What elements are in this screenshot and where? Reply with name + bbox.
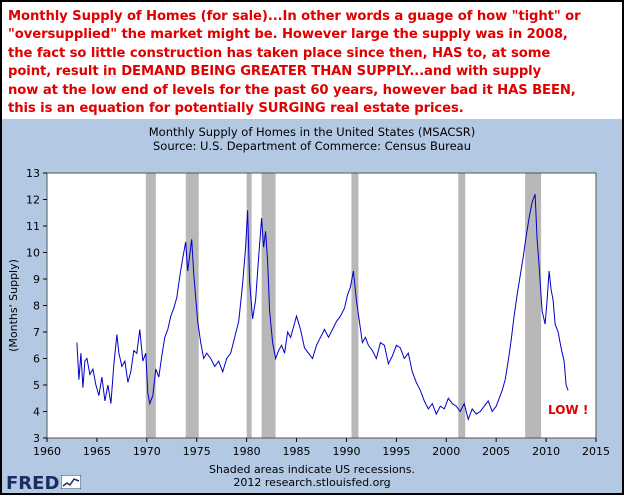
x-tick-label: 1995 bbox=[382, 445, 410, 458]
y-tick-label: 8 bbox=[33, 300, 40, 313]
x-tick-label: 1980 bbox=[233, 445, 261, 458]
recession-band bbox=[525, 173, 542, 438]
headline-annotation: Monthly Supply of Homes (for sale)...In … bbox=[8, 8, 614, 118]
headline-line: the fact so little construction has take… bbox=[8, 45, 551, 61]
fred-logo: FRED bbox=[6, 473, 82, 494]
chart-title: Monthly Supply of Homes in the United St… bbox=[148, 125, 476, 139]
recession-band bbox=[458, 173, 466, 438]
headline-line: now at the low end of levels for the pas… bbox=[8, 82, 576, 98]
y-tick-label: 4 bbox=[33, 406, 40, 419]
y-axis-label: (Months' Supply) bbox=[7, 259, 20, 352]
recession-note: Shaded areas indicate US recessions. bbox=[209, 463, 415, 476]
y-tick-label: 6 bbox=[33, 353, 40, 366]
headline-line: Monthly Supply of Homes (for sale)...In … bbox=[8, 9, 581, 24]
low-annotation: LOW ! bbox=[548, 403, 589, 417]
x-tick-label: 1965 bbox=[83, 445, 111, 458]
y-tick-label: 9 bbox=[33, 273, 40, 286]
recession-band bbox=[145, 173, 156, 438]
chart-title-block: Monthly Supply of Homes in the United St… bbox=[2, 125, 622, 153]
y-tick-label: 3 bbox=[33, 432, 40, 445]
y-tick-label: 12 bbox=[26, 194, 40, 207]
source-credit: 2012 research.stlouisfed.org bbox=[233, 476, 391, 489]
recession-band bbox=[261, 173, 276, 438]
y-tick-label: 11 bbox=[26, 220, 40, 233]
chart-panel: Monthly Supply of Homes in the United St… bbox=[2, 119, 622, 494]
chart-footer: Shaded areas indicate US recessions. 201… bbox=[2, 463, 622, 489]
y-tick-label: 10 bbox=[26, 247, 40, 260]
y-tick-label: 7 bbox=[33, 326, 40, 339]
plot-area bbox=[47, 173, 596, 438]
x-tick-label: 2000 bbox=[432, 445, 460, 458]
x-tick-label: 1975 bbox=[183, 445, 211, 458]
chart-svg: 3 4 5 6 7 8 9 10 11 12 13 1960 1965 1970 1975 1980 1985 1… bbox=[7, 167, 610, 458]
recession-band bbox=[246, 173, 252, 438]
y-tick-label: 5 bbox=[33, 379, 40, 392]
chart-subtitle: Source: U.S. Department of Commerce: Cen… bbox=[152, 139, 472, 153]
x-tick-label: 2015 bbox=[582, 445, 610, 458]
recession-band bbox=[351, 173, 359, 438]
x-tick-label: 1985 bbox=[283, 445, 311, 458]
headline-line: this is an equation for potentially SURG… bbox=[8, 101, 464, 117]
fred-logo-text: FRED bbox=[6, 473, 60, 494]
x-tick-label: 1970 bbox=[133, 445, 161, 458]
headline-line: point, result in DEMAND BEING GREATER TH… bbox=[8, 64, 542, 80]
x-tick-label: 2010 bbox=[532, 445, 560, 458]
x-tick-label: 1990 bbox=[332, 445, 360, 458]
x-tick-label: 2005 bbox=[482, 445, 510, 458]
y-tick-label: 13 bbox=[26, 167, 40, 180]
recession-band bbox=[185, 173, 199, 438]
headline-line: "oversupplied" the market might be. Howe… bbox=[8, 27, 568, 43]
series-line bbox=[76, 194, 569, 422]
x-tick-label: 1960 bbox=[33, 445, 61, 458]
fred-logo-graph-icon bbox=[60, 474, 82, 490]
